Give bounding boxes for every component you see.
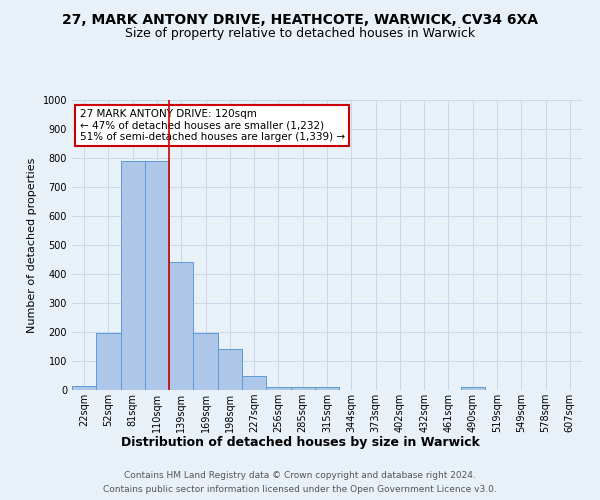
Text: Distribution of detached houses by size in Warwick: Distribution of detached houses by size … <box>121 436 479 449</box>
Y-axis label: Number of detached properties: Number of detached properties <box>27 158 37 332</box>
Bar <box>218 348 242 390</box>
Bar <box>242 376 266 390</box>
Bar <box>266 386 290 390</box>
Text: 27 MARK ANTONY DRIVE: 120sqm
← 47% of detached houses are smaller (1,232)
51% of: 27 MARK ANTONY DRIVE: 120sqm ← 47% of de… <box>80 108 345 142</box>
Bar <box>169 262 193 390</box>
Bar <box>315 387 339 390</box>
Text: Contains public sector information licensed under the Open Government Licence v3: Contains public sector information licen… <box>103 484 497 494</box>
Bar <box>72 386 96 390</box>
Bar <box>145 161 169 390</box>
Bar <box>290 387 315 390</box>
Bar <box>461 387 485 390</box>
Text: Contains HM Land Registry data © Crown copyright and database right 2024.: Contains HM Land Registry data © Crown c… <box>124 472 476 480</box>
Text: 27, MARK ANTONY DRIVE, HEATHCOTE, WARWICK, CV34 6XA: 27, MARK ANTONY DRIVE, HEATHCOTE, WARWIC… <box>62 12 538 26</box>
Bar <box>193 334 218 390</box>
Bar <box>96 334 121 390</box>
Bar <box>121 161 145 390</box>
Text: Size of property relative to detached houses in Warwick: Size of property relative to detached ho… <box>125 28 475 40</box>
